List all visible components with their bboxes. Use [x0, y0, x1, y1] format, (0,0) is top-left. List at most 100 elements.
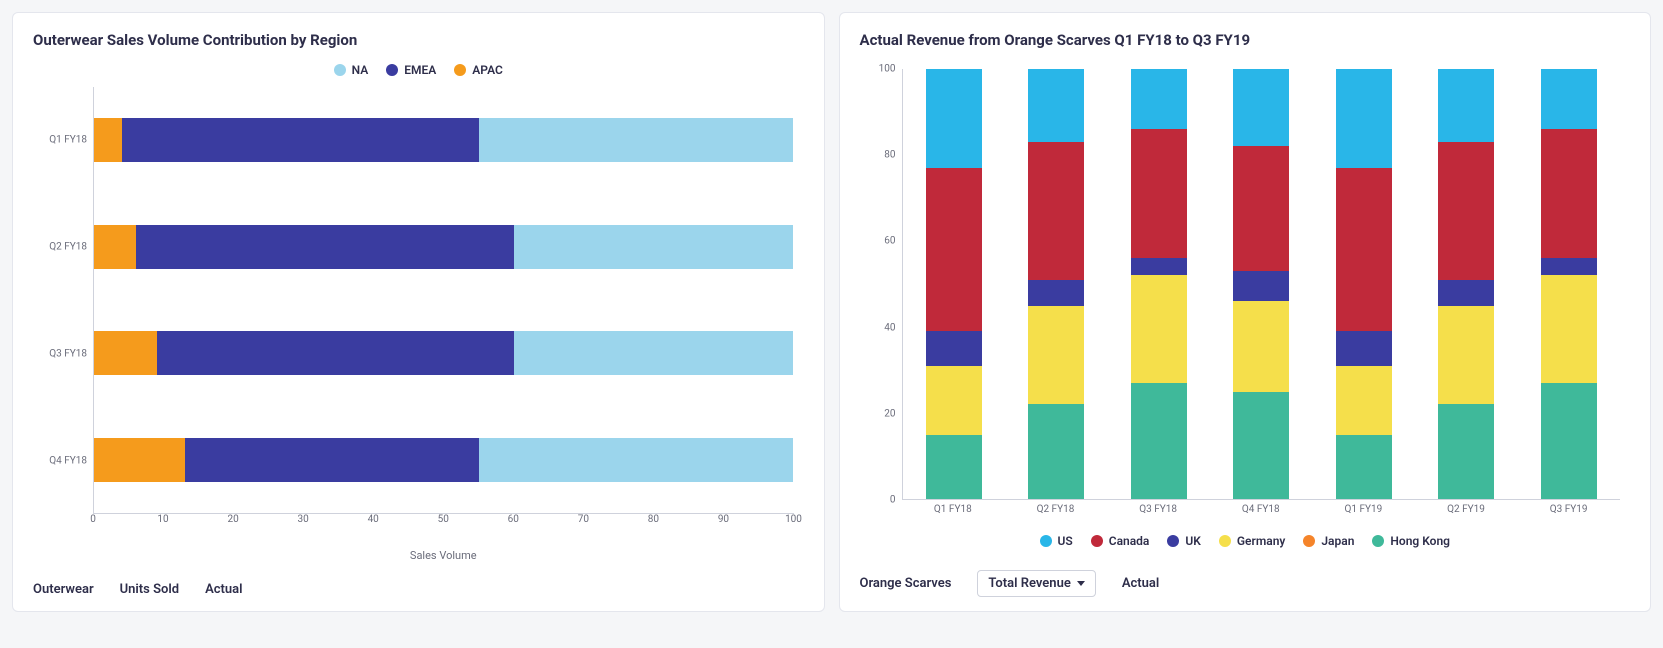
vbar-segment[interactable]	[1336, 69, 1392, 168]
legend-swatch	[334, 64, 346, 76]
hbar-segment[interactable]	[94, 438, 185, 482]
legend-label: APAC	[472, 63, 503, 77]
vbar-segment[interactable]	[1131, 129, 1187, 258]
vbar-column	[1233, 69, 1289, 499]
vbar-xtick: Q1 FY18	[934, 504, 972, 515]
panel-footer-left: Outerwear Units Sold Actual	[33, 570, 804, 597]
vbar-segment[interactable]	[1233, 69, 1289, 146]
vbar-segment[interactable]	[1438, 142, 1494, 280]
vbar-segment[interactable]	[1028, 69, 1084, 142]
panel-footer-right: Orange Scarves Total Revenue Actual	[860, 558, 1631, 597]
legend-item[interactable]: EMEA	[386, 63, 436, 77]
vbar-segment[interactable]	[1336, 366, 1392, 435]
hbar-segment[interactable]	[185, 438, 479, 482]
vbar-plot-area	[902, 69, 1621, 500]
legend-item[interactable]: Canada	[1091, 534, 1150, 548]
footer-dimension[interactable]: Outerwear	[33, 582, 94, 597]
hbar-category-label: Q2 FY18	[33, 242, 87, 253]
vbar-segment[interactable]	[1028, 280, 1084, 306]
hbar-tick: 50	[438, 514, 449, 525]
legend-outerwear: NA EMEA APAC	[33, 63, 804, 77]
vbar-segment[interactable]	[1131, 258, 1187, 275]
hbar-row	[94, 118, 794, 162]
vbar-segment[interactable]	[1336, 435, 1392, 500]
legend-label: Germany	[1237, 534, 1286, 548]
hbar-tick: 0	[90, 514, 96, 525]
vbar-segment[interactable]	[926, 69, 982, 168]
vbar-segment[interactable]	[926, 331, 982, 365]
vbar-xtick: Q2 FY18	[1037, 504, 1075, 515]
vbar-segment[interactable]	[1541, 69, 1597, 129]
legend-item[interactable]: Germany	[1219, 534, 1286, 548]
hbar-segment[interactable]	[514, 225, 794, 269]
vbar-column	[1438, 69, 1494, 499]
footer-dimension[interactable]: Orange Scarves	[860, 576, 952, 591]
vbar-segment[interactable]	[1233, 271, 1289, 301]
vbar-column	[926, 69, 982, 499]
hbar-row	[94, 331, 794, 375]
vbar-column	[1131, 69, 1187, 499]
hbar-segment[interactable]	[94, 225, 136, 269]
vbar-segment[interactable]	[1438, 306, 1494, 405]
hbar-segment[interactable]	[157, 331, 514, 375]
vbar-segment[interactable]	[1541, 383, 1597, 499]
vbar-segment[interactable]	[1131, 69, 1187, 129]
hbar-tick: 70	[578, 514, 589, 525]
vbar-segment[interactable]	[1541, 275, 1597, 383]
hbar-tick: 40	[368, 514, 379, 525]
legend-item[interactable]: US	[1040, 534, 1073, 548]
vbar-segment[interactable]	[1233, 301, 1289, 391]
hbar-segment[interactable]	[94, 331, 157, 375]
hbar-segment[interactable]	[479, 438, 794, 482]
vbar-segment[interactable]	[1233, 146, 1289, 271]
vbar-segment[interactable]	[1541, 129, 1597, 258]
vbar-segment[interactable]	[1028, 404, 1084, 499]
hbar-segment[interactable]	[94, 118, 122, 162]
hbar-segment[interactable]	[136, 225, 514, 269]
vbar-segment[interactable]	[1336, 168, 1392, 331]
legend-item[interactable]: Japan	[1303, 534, 1354, 548]
vbar-segment[interactable]	[1233, 392, 1289, 500]
hbar-segment[interactable]	[479, 118, 794, 162]
legend-item[interactable]: NA	[334, 63, 369, 77]
legend-swatch	[1372, 535, 1384, 547]
legend-label: Canada	[1109, 534, 1150, 548]
legend-scarves: US Canada UK Germany Japan Hong Kong	[860, 534, 1631, 548]
legend-label: Japan	[1321, 534, 1354, 548]
legend-swatch	[1040, 535, 1052, 547]
footer-scenario[interactable]: Actual	[1122, 576, 1159, 591]
hbar-segment[interactable]	[122, 118, 479, 162]
vbar-segment[interactable]	[926, 366, 982, 435]
vbar-xtick: Q1 FY19	[1345, 504, 1383, 515]
footer-scenario[interactable]: Actual	[205, 582, 242, 597]
vbar-segment[interactable]	[1028, 306, 1084, 405]
measure-dropdown[interactable]: Total Revenue	[977, 570, 1095, 597]
legend-swatch	[1219, 535, 1231, 547]
vbar-segment[interactable]	[926, 168, 982, 331]
hbar-tick: 20	[227, 514, 238, 525]
vbar-segment[interactable]	[1438, 69, 1494, 142]
hbar-row	[94, 225, 794, 269]
legend-item[interactable]: APAC	[454, 63, 503, 77]
legend-item[interactable]: Hong Kong	[1372, 534, 1450, 548]
dropdown-label: Total Revenue	[988, 576, 1070, 591]
legend-item[interactable]: UK	[1167, 534, 1201, 548]
vbar-segment[interactable]	[1541, 258, 1597, 275]
legend-swatch	[1167, 535, 1179, 547]
vbar-column	[1541, 69, 1597, 499]
vbar-xtick: Q4 FY18	[1242, 504, 1280, 515]
hbar-row	[94, 438, 794, 482]
footer-measure[interactable]: Units Sold	[120, 582, 179, 597]
vbar-segment[interactable]	[926, 435, 982, 500]
vbar-column	[1336, 69, 1392, 499]
vbar-segment[interactable]	[1438, 404, 1494, 499]
hbar-segment[interactable]	[514, 331, 794, 375]
panel-scarves: Actual Revenue from Orange Scarves Q1 FY…	[839, 12, 1652, 612]
vbar-segment[interactable]	[1131, 383, 1187, 499]
vbar-segment[interactable]	[1028, 142, 1084, 280]
legend-label: US	[1058, 534, 1073, 548]
vbar-segment[interactable]	[1438, 280, 1494, 306]
hbar-x-label: Sales Volume	[93, 549, 794, 562]
vbar-segment[interactable]	[1131, 275, 1187, 383]
vbar-segment[interactable]	[1336, 331, 1392, 365]
